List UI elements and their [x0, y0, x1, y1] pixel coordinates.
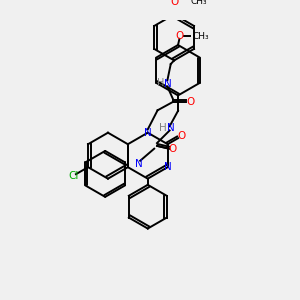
Text: O: O [170, 0, 178, 7]
Text: CH₃: CH₃ [191, 0, 208, 6]
Text: Cl: Cl [68, 171, 79, 181]
Text: O: O [177, 131, 185, 142]
Text: H: H [159, 123, 167, 133]
Text: O: O [175, 31, 184, 41]
Text: O: O [168, 144, 176, 154]
Text: CH₃: CH₃ [192, 32, 209, 40]
Text: N: N [144, 128, 152, 138]
Text: N: N [164, 79, 171, 89]
Text: N: N [167, 123, 174, 133]
Text: O: O [186, 97, 194, 107]
Text: H: H [157, 78, 164, 88]
Text: N: N [164, 162, 172, 172]
Text: N: N [135, 159, 143, 169]
